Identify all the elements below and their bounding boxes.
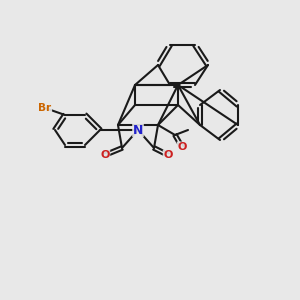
Text: O: O bbox=[177, 142, 187, 152]
Text: O: O bbox=[100, 150, 110, 160]
Text: O: O bbox=[163, 150, 173, 160]
Text: N: N bbox=[133, 124, 143, 136]
Text: Br: Br bbox=[38, 103, 52, 113]
